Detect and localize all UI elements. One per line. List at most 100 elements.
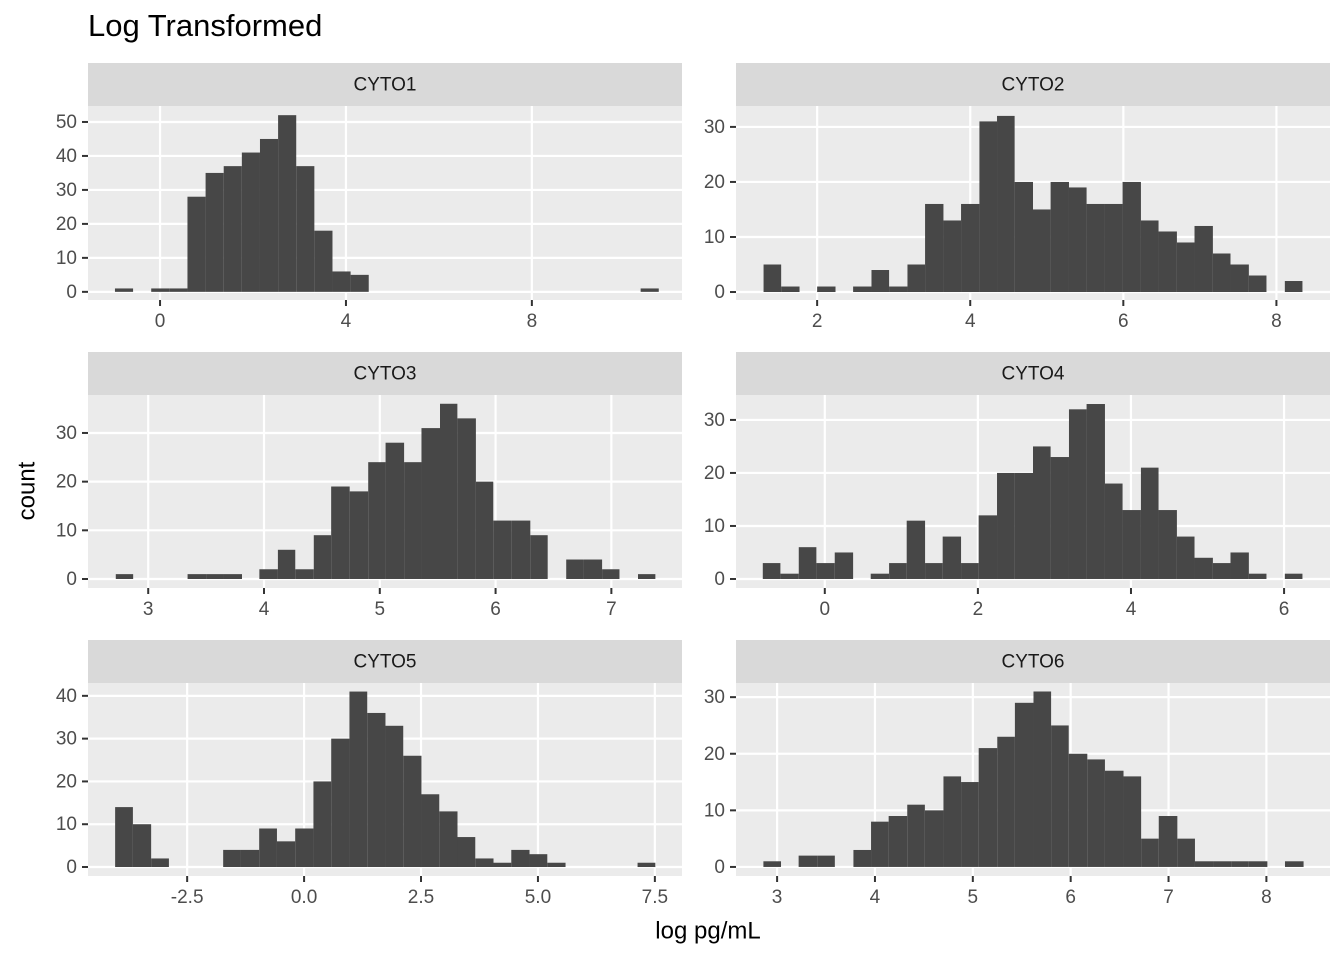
- bar: [943, 776, 962, 867]
- bar: [1068, 187, 1087, 293]
- bar: [114, 288, 134, 292]
- bar: [313, 535, 332, 579]
- bar: [350, 274, 369, 292]
- bar: [439, 811, 458, 868]
- bar: [1231, 861, 1249, 867]
- bar: [349, 691, 368, 868]
- bar: [602, 569, 620, 579]
- bar: [871, 821, 889, 867]
- bar: [529, 854, 548, 868]
- y-tick-label: 50: [56, 112, 77, 133]
- bar: [798, 855, 818, 867]
- y-tick-label: 10: [704, 227, 725, 248]
- bar: [169, 288, 188, 292]
- bar: [511, 849, 530, 868]
- y-tick-label: 20: [704, 744, 725, 765]
- x-tick-label: 7.5: [642, 887, 668, 908]
- bar: [151, 858, 169, 868]
- bar: [132, 824, 152, 868]
- bar: [978, 748, 998, 867]
- bar: [1033, 209, 1051, 293]
- x-tick-label: 0: [155, 311, 166, 332]
- bar: [385, 725, 404, 868]
- bar: [889, 286, 908, 293]
- bar: [332, 271, 351, 292]
- y-tick-label: 20: [704, 463, 725, 484]
- bar: [314, 230, 333, 292]
- x-tick-label: 2: [812, 311, 823, 332]
- bar: [889, 563, 907, 579]
- bar: [870, 573, 890, 579]
- bar: [187, 574, 207, 579]
- panel-title: CYTO1: [353, 75, 416, 96]
- bar: [1158, 816, 1178, 867]
- x-tick-label: 8: [527, 311, 538, 332]
- bar: [493, 520, 512, 579]
- x-tick-label: 4: [965, 311, 976, 332]
- y-tick-label: 0: [714, 857, 725, 878]
- bar: [816, 563, 835, 579]
- bar: [296, 166, 315, 292]
- bar: [1122, 510, 1141, 579]
- y-tick-label: 0: [714, 282, 725, 303]
- bar: [1033, 446, 1051, 579]
- bar: [1284, 861, 1304, 867]
- bar: [817, 855, 835, 867]
- bar: [1140, 220, 1159, 293]
- y-tick-label: 0: [66, 282, 77, 303]
- chart-title: Log Transformed: [88, 8, 322, 43]
- bar: [1033, 691, 1052, 867]
- x-tick-label: 3: [772, 887, 783, 908]
- bar: [997, 736, 1015, 867]
- bar: [1194, 557, 1213, 579]
- x-tick-label: 6: [490, 599, 501, 620]
- bar: [223, 849, 241, 868]
- x-tick-label: 4: [341, 311, 352, 332]
- bar: [583, 559, 603, 579]
- y-tick-label: 0: [66, 857, 77, 878]
- bar: [638, 574, 656, 579]
- bar: [1212, 253, 1231, 293]
- y-tick-label: 0: [66, 569, 77, 590]
- bar: [1123, 776, 1142, 867]
- bar: [475, 481, 494, 579]
- bar: [259, 828, 277, 868]
- strip: [88, 640, 682, 683]
- bar: [979, 121, 998, 293]
- bar: [187, 196, 206, 292]
- bar: [1014, 472, 1033, 579]
- x-tick-label: 6: [1279, 599, 1290, 620]
- panel-title: CYTO5: [353, 652, 416, 673]
- y-tick-label: 40: [56, 686, 77, 707]
- bar: [295, 569, 314, 579]
- y-tick-label: 20: [56, 214, 77, 235]
- bar: [223, 166, 242, 292]
- panel-title: CYTO4: [1001, 364, 1064, 385]
- bar: [942, 536, 962, 579]
- bar: [368, 462, 386, 579]
- x-tick-label: 5: [968, 887, 979, 908]
- bar: [943, 220, 962, 293]
- y-tick-label: 30: [704, 687, 725, 708]
- bar: [924, 810, 944, 867]
- y-tick-label: 30: [56, 729, 77, 750]
- x-tick-label: 3: [143, 599, 154, 620]
- y-tick-label: 20: [704, 172, 725, 193]
- bar: [781, 286, 800, 293]
- bar: [457, 418, 476, 579]
- bar: [259, 569, 278, 579]
- x-tick-label: 7: [606, 599, 617, 620]
- x-tick-label: 2: [973, 599, 984, 620]
- bar: [763, 861, 782, 867]
- strip: [88, 63, 682, 106]
- bar: [1248, 573, 1267, 579]
- x-tick-label: 0.0: [291, 887, 317, 908]
- x-tick-label: 6: [1118, 311, 1129, 332]
- y-tick-label: 10: [56, 248, 77, 269]
- bar: [1050, 457, 1069, 579]
- panel-title: CYTO6: [1001, 652, 1064, 673]
- bar: [331, 486, 350, 579]
- bar: [1194, 861, 1214, 867]
- y-tick-label: 30: [56, 423, 77, 444]
